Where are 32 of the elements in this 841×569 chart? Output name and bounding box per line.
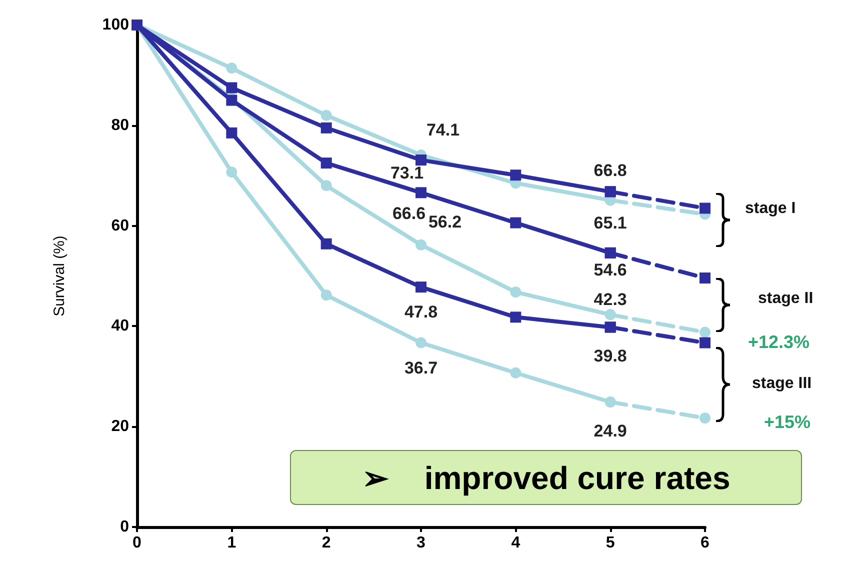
data-label: 73.1: [390, 164, 424, 183]
y-tick-label: 40: [111, 318, 130, 335]
data-label: 54.6: [594, 260, 627, 280]
data-label: 47.8: [404, 302, 438, 322]
y-axis-title: Survival (%): [51, 236, 68, 316]
text: stage II: [758, 290, 814, 308]
x-tick-label: 3: [416, 534, 426, 552]
data-label: 39.8: [594, 346, 627, 366]
data-label: 66.8: [594, 161, 627, 180]
data-label: 24.9: [594, 422, 627, 440]
x-tick-label: 6: [700, 534, 710, 552]
y-tick-label: 100: [102, 16, 130, 34]
data-label: 42.3: [594, 290, 627, 310]
data-label: 56.2: [428, 212, 462, 232]
text: +12.3%: [748, 332, 810, 353]
x-tick-label: 2: [322, 534, 331, 552]
x-tick-label: 1: [227, 534, 236, 552]
data-label: 65.1: [594, 214, 627, 233]
x-tick-label: 5: [606, 534, 615, 552]
data-label: 36.7: [404, 358, 438, 378]
y-tick-label: 80: [111, 116, 130, 134]
data-label: 74.1: [426, 120, 460, 140]
x-tick-label: 0: [132, 534, 142, 552]
callout-box: ➢ improved cure rates: [290, 450, 802, 505]
text: stage I: [745, 200, 796, 218]
x-tick-label: 4: [511, 534, 520, 552]
y-tick-label: 0: [120, 518, 130, 536]
text: stage III: [752, 375, 812, 393]
y-tick-label: 60: [111, 217, 130, 234]
text: +15%: [764, 412, 811, 433]
y-tick-label: 20: [111, 418, 130, 436]
data-label: 66.6: [392, 204, 426, 224]
